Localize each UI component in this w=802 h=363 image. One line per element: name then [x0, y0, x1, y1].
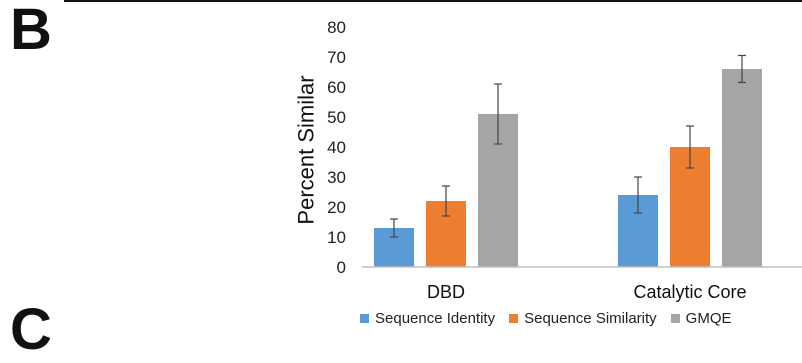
y-axis-ticks: 0 10 20 30 40 50 60 70 80: [327, 18, 346, 277]
legend-label: Sequence Identity: [375, 309, 496, 327]
bar-chart: 0 10 20 30 40 50 60 70 80 DBD Catalytic Core Perc…: [294, 18, 802, 302]
legend-swatch: [509, 313, 519, 323]
legend-label: Sequence Similarity: [524, 309, 657, 327]
y-tick-label-20: 20: [327, 198, 346, 217]
category-labels: DBD Catalytic Core: [427, 282, 747, 302]
error-bars: [390, 54, 746, 238]
y-tick-label-0: 0: [337, 258, 346, 277]
bar-gmqe-catalytic-core: [722, 69, 762, 267]
y-tick-label-10: 10: [327, 228, 346, 247]
legend-label: GMQE: [685, 309, 732, 327]
legend-item-sequence-similarity: Sequence Similarity: [509, 310, 657, 327]
error-bar-sequence-similarity-dbd: [442, 185, 450, 217]
panel-letter-b: B: [10, 0, 52, 62]
category-label-catalytic-core: Catalytic Core: [633, 282, 746, 302]
y-tick-label-60: 60: [327, 78, 346, 97]
y-tick-label-30: 30: [327, 168, 346, 187]
legend-item-sequence-identity: Sequence Identity: [360, 310, 495, 327]
y-axis-title: Percent Similar: [294, 75, 319, 224]
error-bar-sequence-identity-dbd: [390, 218, 398, 238]
bars: [374, 69, 762, 267]
category-label-dbd: DBD: [427, 282, 465, 302]
panel-border-top: [64, 0, 802, 2]
error-bar-sequence-similarity-catalytic-core: [686, 125, 694, 169]
legend-swatch: [670, 313, 680, 323]
error-bar-gmqe-catalytic-core: [738, 54, 746, 84]
y-tick-label-70: 70: [327, 48, 346, 67]
y-tick-label-50: 50: [327, 108, 346, 127]
chart-legend: Sequence Identity Sequence Similarity GMQE: [360, 308, 746, 328]
legend-swatch: [360, 313, 369, 323]
y-tick-label-40: 40: [327, 138, 346, 157]
error-bar-sequence-identity-catalytic-core: [634, 176, 642, 214]
y-tick-label-80: 80: [327, 18, 346, 37]
error-bar-gmqe-dbd: [494, 83, 502, 145]
legend-item-gmqe: GMQE: [670, 309, 732, 327]
